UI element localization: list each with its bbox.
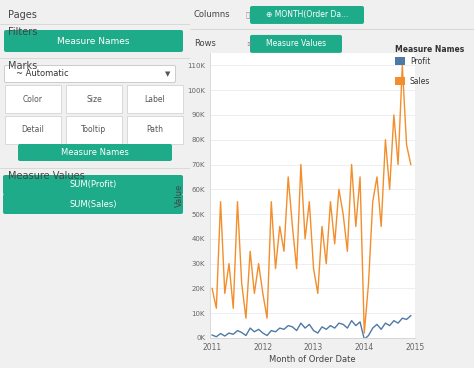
Text: ≡: ≡: [246, 41, 252, 47]
FancyBboxPatch shape: [18, 144, 172, 161]
Text: Sales: Sales: [410, 77, 430, 85]
Bar: [127, 116, 183, 144]
Bar: [127, 85, 183, 113]
Text: Measure Names: Measure Names: [57, 36, 130, 46]
FancyBboxPatch shape: [250, 6, 364, 24]
Y-axis label: Value: Value: [175, 184, 184, 207]
Text: ▼: ▼: [165, 71, 170, 77]
Text: Tooltip: Tooltip: [82, 125, 107, 134]
Bar: [66, 116, 122, 144]
Text: Columns: Columns: [194, 10, 231, 20]
FancyBboxPatch shape: [3, 175, 183, 195]
Text: Size: Size: [86, 95, 102, 103]
Bar: [5, 116, 61, 144]
Bar: [395, 57, 405, 65]
Text: ~ Automatic: ~ Automatic: [16, 70, 69, 78]
Text: Measure Names: Measure Names: [61, 148, 129, 157]
Text: Filters: Filters: [8, 27, 37, 37]
Text: ⦿: ⦿: [246, 12, 250, 18]
X-axis label: Month of Order Date: Month of Order Date: [269, 355, 356, 364]
FancyBboxPatch shape: [4, 66, 175, 82]
Text: Rows: Rows: [194, 39, 216, 49]
Text: Measure Names: Measure Names: [395, 45, 464, 54]
Text: Label: Label: [145, 95, 165, 103]
Bar: [5, 85, 61, 113]
FancyBboxPatch shape: [250, 35, 342, 53]
FancyBboxPatch shape: [3, 194, 183, 214]
Bar: [66, 85, 122, 113]
Text: Profit: Profit: [410, 57, 430, 66]
Text: Measure Values: Measure Values: [8, 171, 85, 181]
Text: SUM(Sales): SUM(Sales): [69, 199, 117, 209]
Text: Marks: Marks: [8, 61, 37, 71]
Text: SUM(Profit): SUM(Profit): [69, 180, 117, 190]
Text: Pages: Pages: [8, 10, 37, 20]
Text: Detail: Detail: [21, 125, 45, 134]
Text: Measure Values: Measure Values: [266, 39, 326, 49]
Bar: [395, 77, 405, 85]
Text: Color: Color: [23, 95, 43, 103]
FancyBboxPatch shape: [4, 30, 183, 52]
Text: ⊕ MONTH(Order Da...: ⊕ MONTH(Order Da...: [266, 10, 348, 20]
Text: Path: Path: [146, 125, 164, 134]
